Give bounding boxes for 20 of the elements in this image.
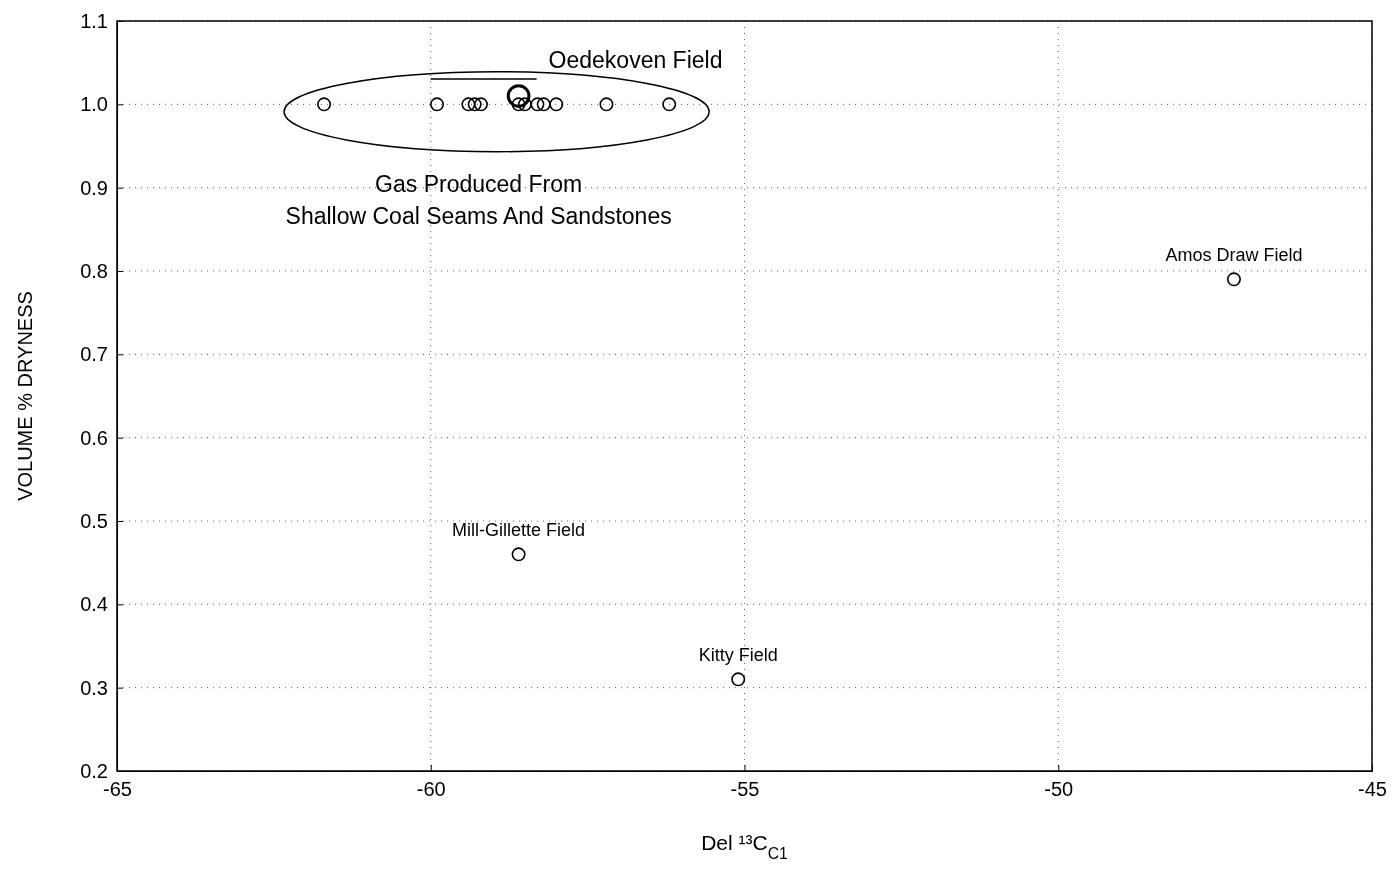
x-tick-label: -45 <box>1358 778 1387 800</box>
annotation: Amos Draw Field <box>1165 245 1303 266</box>
annotation: Oedekoven Field <box>548 47 723 73</box>
y-tick-label: 0.5 <box>80 509 108 532</box>
y-tick-label: 0.7 <box>80 343 108 366</box>
y-axis-title: VOLUME % DRYNESS <box>14 291 36 501</box>
y-tick-label: 0.8 <box>80 259 108 282</box>
y-tick-label: 0.6 <box>80 426 108 449</box>
annotation: Gas Produced From Shallow Coal Seams And Sandstones <box>285 170 672 229</box>
y-tick-label: 0.4 <box>80 593 108 616</box>
y-tick-label: 1.0 <box>80 93 108 116</box>
x-tick-label: -50 <box>1044 778 1074 800</box>
x-axis-title: Del ¹³C$_{C1}$ <box>701 831 788 862</box>
y-tick-label: 1.1 <box>80 9 108 32</box>
x-tick-label: -60 <box>416 778 446 800</box>
y-tick-label: 0.3 <box>80 676 108 699</box>
y-tick-label: 0.9 <box>80 176 108 199</box>
annotation: Kitty Field <box>698 645 778 666</box>
x-tick-label: -55 <box>730 778 760 800</box>
annotation: Mill-Gillette Field <box>452 520 586 541</box>
